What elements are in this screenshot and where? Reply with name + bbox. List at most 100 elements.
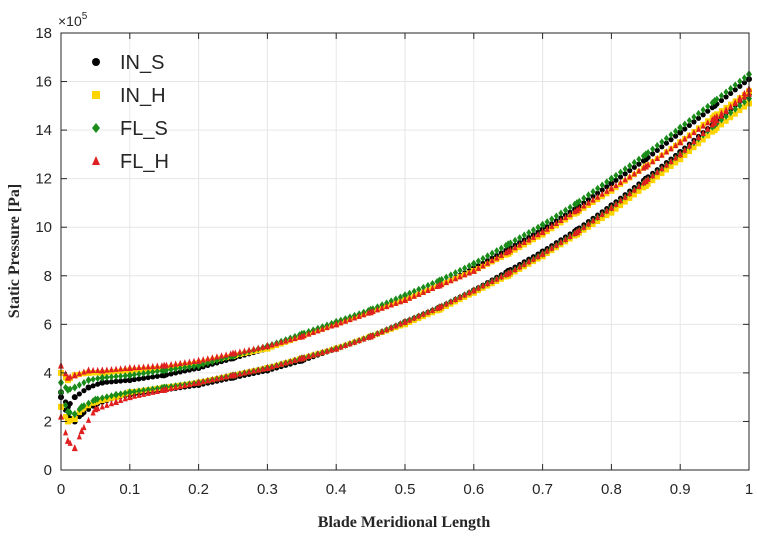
series-marker [351,338,358,345]
y-tick-label: 4 [44,365,52,382]
series-marker [723,118,729,124]
series-marker [682,152,688,158]
series-marker [306,352,312,359]
series-marker [443,273,449,281]
series-marker [682,120,688,128]
series-marker [301,332,307,339]
series-marker [374,329,381,337]
series-marker [104,366,110,373]
series-marker [168,361,174,368]
series-marker [76,370,82,377]
series-marker [558,209,564,217]
series-marker [223,351,229,358]
series-marker [99,380,105,386]
series-marker [214,353,220,360]
series-marker [329,346,335,353]
series-marker [324,347,330,354]
series-marker [347,340,353,347]
series-marker [521,238,527,246]
series-marker [498,244,504,252]
series-marker [737,107,743,114]
series-marker [72,444,78,451]
series-marker [613,200,619,207]
series-marker [342,317,348,324]
series-marker [90,397,96,405]
series-marker [741,98,748,106]
series-marker [549,222,555,229]
series-marker [714,112,720,119]
series-marker [81,388,87,394]
series-marker [260,343,266,350]
legend-item: IN_H [92,85,166,107]
series-marker [67,385,73,393]
series-marker [411,287,417,295]
series-marker [462,264,468,272]
y-tick-label: 12 [35,171,52,188]
series-marker [402,318,408,325]
series-marker [205,355,211,362]
series-marker [283,337,289,344]
series-marker [691,128,697,136]
series-marker [608,175,614,183]
series-marker [604,212,610,219]
series-marker [150,388,156,395]
series-marker [691,144,697,151]
series-marker [617,174,624,180]
series-marker [81,423,87,431]
series-marker [622,199,628,205]
series-marker [260,365,266,372]
series-marker [81,368,87,375]
series-marker [315,327,321,334]
series-marker [595,218,601,224]
series-marker [439,275,445,284]
series-marker [604,207,610,214]
series-marker [448,271,454,279]
y-exponent-power: 5 [82,11,88,22]
series-marker [159,367,165,375]
y-tick-label: 14 [35,122,52,139]
series-marker [741,74,748,82]
series-marker [145,374,151,381]
series-marker [379,328,385,335]
series-marker [654,141,660,150]
series-marker [159,362,165,369]
series-marker [654,174,660,180]
series-marker [393,322,399,329]
series-marker [347,315,353,323]
series-marker [163,372,170,378]
series-marker [173,365,179,373]
series-marker [241,369,248,376]
series-marker [379,304,385,311]
data-point [78,427,85,435]
series-marker [581,202,587,209]
series-marker [241,347,248,354]
series-marker [425,281,431,290]
series-marker [200,356,206,363]
series-marker [572,208,578,215]
series-marker [636,167,642,174]
series-marker [599,210,605,217]
series-marker [72,416,78,422]
series-marker [686,122,692,129]
series-marker [562,206,569,214]
series-marker [503,249,509,256]
series-marker [145,363,151,370]
series-marker [361,311,367,318]
series-marker [127,377,133,383]
x-tick-label: 0.8 [601,481,622,498]
series-marker [329,322,335,329]
series-marker [471,260,477,268]
series-marker [264,342,270,349]
series-marker [549,244,555,251]
series-marker [62,401,69,409]
series-marker [673,127,679,135]
series-marker [737,96,743,103]
series-marker [338,319,344,326]
series-marker [732,81,738,89]
series-marker [370,307,376,314]
series-marker [159,386,165,393]
series-marker [99,374,105,382]
series-marker [365,309,371,316]
series-marker [186,363,193,371]
